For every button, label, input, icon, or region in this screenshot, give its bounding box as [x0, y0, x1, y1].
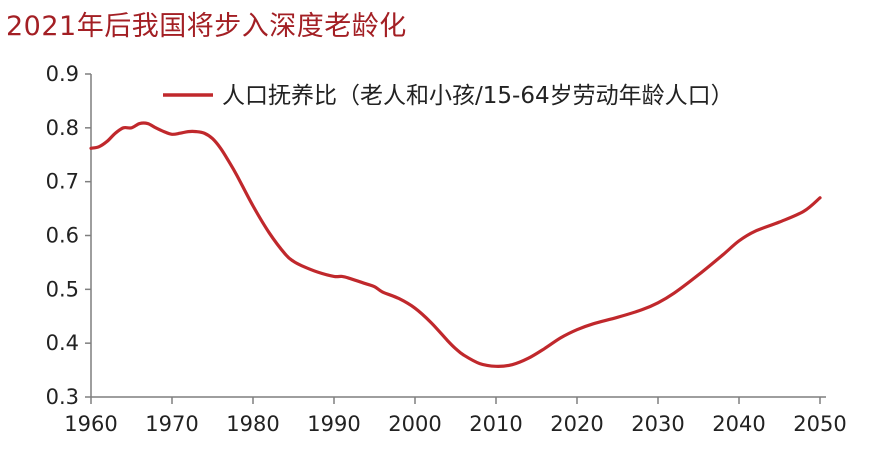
- x-tick-label: 1990: [307, 412, 360, 436]
- y-tick-label: 0.7: [46, 170, 79, 194]
- x-tick-label: 2020: [550, 412, 603, 436]
- y-tick-label: 0.9: [46, 62, 79, 86]
- y-tick-label: 0.8: [46, 116, 79, 140]
- x-tick-label: 2050: [793, 412, 846, 436]
- chart-axes: [85, 73, 826, 404]
- series-line: [89, 121, 822, 368]
- chart-title: 2021年后我国将步入深度老龄化: [6, 11, 407, 42]
- x-axis-tick-labels: 1960 1970 1980 1990 2000 2010 2020 2030 2040 2050: [64, 412, 846, 436]
- legend: 人口抚养比（老人和小孩/15-64岁劳动年龄人口）: [163, 83, 734, 109]
- x-tick-label: 2030: [631, 412, 684, 436]
- x-tick-label: 2000: [388, 412, 441, 436]
- legend-label: 人口抚养比（老人和小孩/15-64岁劳动年龄人口）: [222, 83, 734, 109]
- y-tick-label: 0.3: [46, 385, 79, 409]
- y-tick-label: 0.5: [46, 277, 79, 301]
- x-tick-label: 1980: [226, 412, 279, 436]
- series-group: [89, 121, 822, 368]
- y-axis-tick-labels: 0.9 0.8 0.7 0.6 0.5 0.4 0.3: [46, 62, 79, 409]
- x-tick-label: 1970: [145, 412, 198, 436]
- y-tick-label: 0.4: [46, 331, 79, 355]
- y-tick-label: 0.6: [46, 224, 79, 248]
- x-tick-label: 2010: [469, 412, 522, 436]
- x-tick-label: 2040: [712, 412, 765, 436]
- x-tick-label: 1960: [64, 412, 117, 436]
